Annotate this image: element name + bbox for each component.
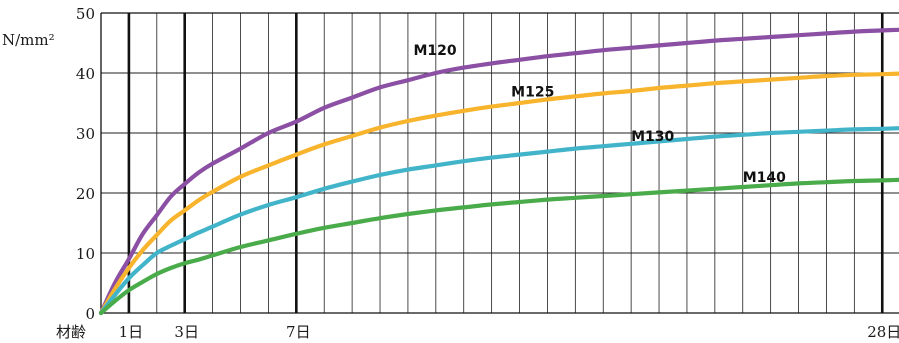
- series-label-m140: M140: [743, 170, 786, 186]
- y-tick-label: 20: [76, 185, 95, 203]
- series-line-m125: [98, 71, 899, 316]
- series-label-m125: M125: [511, 84, 554, 100]
- y-unit-label: N/mm²: [2, 31, 55, 49]
- y-tick-label: 30: [76, 125, 95, 143]
- series-label-m120: M120: [414, 43, 457, 59]
- x-axis-title: 材齢: [56, 323, 86, 341]
- axes: [100, 12, 899, 314]
- y-tick-label: 40: [76, 65, 95, 83]
- y-tick-label: 0: [85, 305, 95, 323]
- series-line-m130: [98, 126, 899, 316]
- y-tick-label: 10: [76, 245, 95, 263]
- x-tick-label: 28日: [867, 323, 899, 341]
- y-tick-label: 50: [76, 5, 95, 23]
- series-label-m130: M130: [631, 129, 674, 145]
- series-labels: M120 M125 M130 M140: [414, 43, 787, 186]
- x-tick-label: 3日: [174, 323, 199, 341]
- series-lines: [98, 27, 899, 316]
- grid: [101, 12, 899, 313]
- series-line-m120: [98, 27, 899, 316]
- x-tick-label: 1日: [119, 323, 144, 341]
- tick-labels: N/mm² 材齢 0 10 20 30 40 50 1日 3日 7日 28日: [2, 5, 899, 341]
- series-line-m140: [98, 177, 899, 316]
- x-tick-label: 7日: [286, 323, 311, 341]
